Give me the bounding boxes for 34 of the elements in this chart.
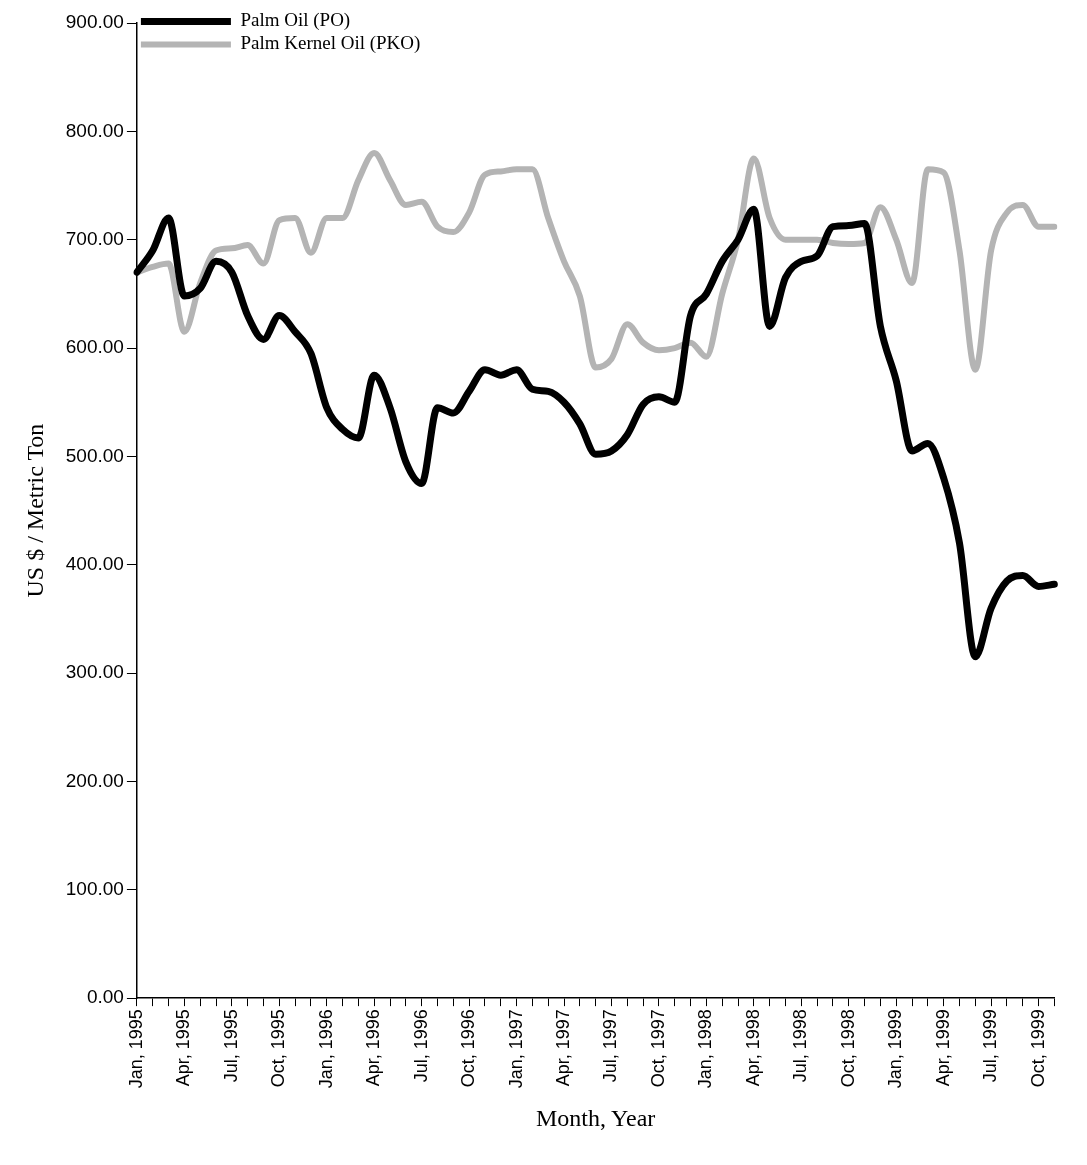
x-tick-label: Jan, 1995 — [125, 1009, 146, 1089]
y-tick-label: 800.00 — [65, 119, 124, 141]
x-tick-label: Apr, 1997 — [552, 1009, 573, 1087]
y-tick-label: 700.00 — [65, 227, 124, 249]
x-tick-label: Jul, 1999 — [980, 1009, 1001, 1083]
x-tick-label: Jan, 1999 — [885, 1009, 906, 1089]
y-tick-label: 300.00 — [65, 661, 124, 683]
y-tick-label: 500.00 — [65, 444, 124, 466]
x-tick-label: Oct, 1996 — [458, 1009, 479, 1088]
y-tick-label: 400.00 — [65, 552, 124, 574]
y-tick-label: 600.00 — [65, 336, 124, 358]
x-tick-label: Oct, 1995 — [268, 1009, 289, 1088]
y-tick-label: 200.00 — [65, 769, 124, 791]
x-tick-label: Jan, 1997 — [505, 1009, 526, 1089]
x-tick-label: Jul, 1996 — [410, 1009, 431, 1083]
x-tick-label: Oct, 1997 — [647, 1009, 668, 1088]
x-tick-label: Oct, 1998 — [837, 1009, 858, 1088]
x-tick-label: Jul, 1995 — [220, 1009, 241, 1083]
y-axis-title: US $ / Metric Ton — [21, 423, 48, 598]
y-tick-label: 100.00 — [65, 878, 124, 900]
legend-label: Palm Kernel Oil (PKO) — [240, 32, 421, 55]
x-tick-label: Oct, 1999 — [1027, 1009, 1048, 1088]
x-tick-label: Apr, 1998 — [742, 1009, 763, 1087]
x-tick-label: Apr, 1995 — [173, 1009, 194, 1087]
x-tick-label: Apr, 1999 — [932, 1009, 953, 1087]
y-tick-label: 0.00 — [86, 986, 124, 1008]
x-tick-label: Jan, 1998 — [695, 1009, 716, 1089]
x-tick-label: Jan, 1996 — [315, 1009, 336, 1089]
x-tick-label: Jul, 1997 — [600, 1009, 621, 1083]
legend-label: Palm Oil (PO) — [240, 9, 351, 32]
x-axis-title: Month, Year — [535, 1104, 656, 1131]
x-tick-label: Apr, 1996 — [363, 1009, 384, 1087]
y-tick-label: 900.00 — [65, 11, 124, 33]
x-tick-label: Jul, 1998 — [790, 1009, 811, 1083]
